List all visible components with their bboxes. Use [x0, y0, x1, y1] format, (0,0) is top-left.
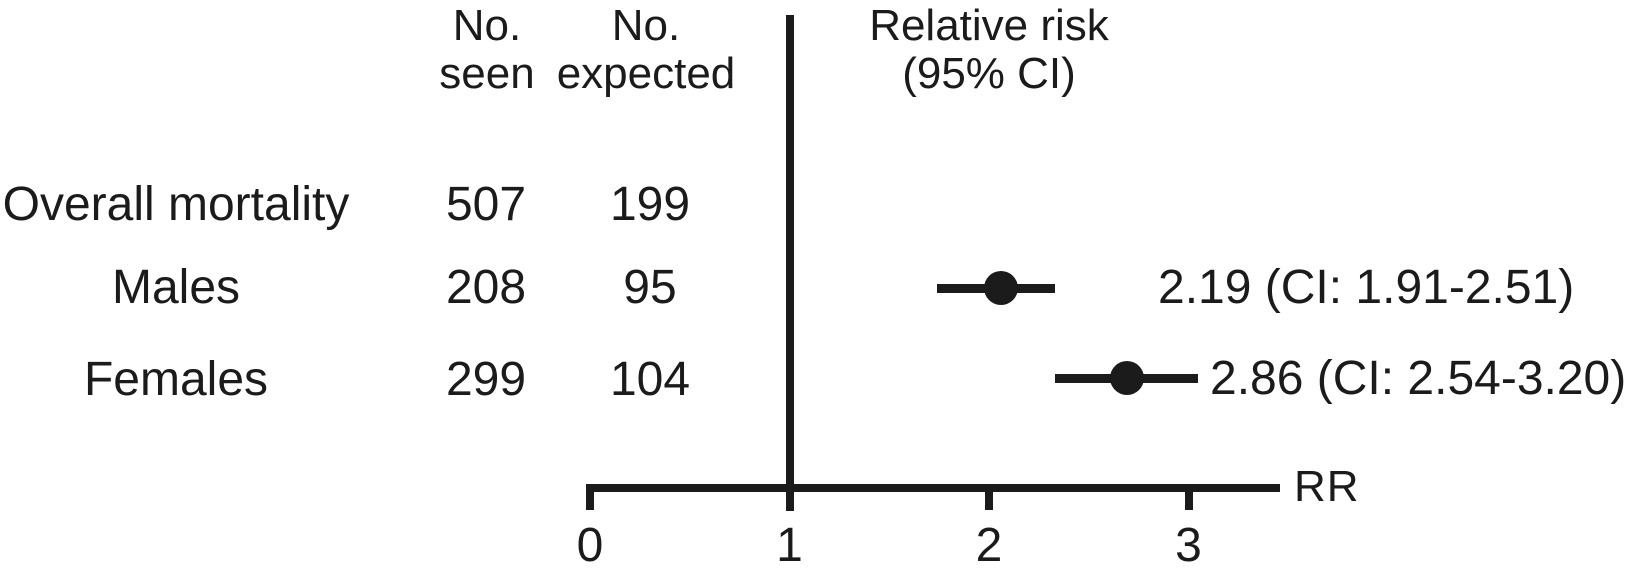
column-header-no-expected: No. expected — [546, 2, 746, 98]
x-axis-tick — [985, 484, 993, 510]
column-header-line: seen — [439, 49, 535, 98]
column-header-line: No. — [452, 1, 522, 50]
row-females-no-expected: 104 — [609, 353, 691, 406]
column-header-no-seen: No. seen — [387, 2, 587, 98]
x-axis-tick — [1184, 484, 1193, 510]
column-header-line: expected — [556, 49, 736, 98]
x-axis-tick — [785, 484, 794, 510]
x-axis-tick-label: 3 — [1175, 519, 1202, 572]
column-header-relative-risk: Relative risk (95% CI) — [819, 2, 1159, 98]
row-label-females: Females — [83, 353, 269, 406]
x-axis-tick-label: 2 — [975, 519, 1003, 572]
row-overall-no-expected: 199 — [609, 178, 691, 231]
x-axis-tick-label: 0 — [576, 519, 604, 572]
x-axis — [590, 484, 1280, 492]
row-males-no-seen: 208 — [445, 261, 527, 314]
rr-value-females: 2.86 (CI: 2.54-3.20) — [1210, 352, 1627, 405]
point-estimate-females — [1109, 361, 1144, 395]
row-females-no-seen: 299 — [445, 353, 527, 406]
x-axis-label-rr: RR — [1294, 462, 1360, 511]
row-overall-no-seen: 507 — [445, 178, 527, 231]
rr-value-males: 2.19 (CI: 1.91-2.51) — [1158, 261, 1575, 314]
row-males-no-expected: 95 — [623, 261, 677, 314]
row-label-overall-mortality: Overall mortality — [2, 178, 350, 231]
x-axis-tick — [586, 484, 594, 510]
point-estimate-males — [983, 271, 1018, 305]
row-label-males: Males — [111, 261, 241, 314]
column-header-line: Relative risk — [869, 1, 1109, 50]
column-header-line: No. — [611, 1, 681, 50]
reference-line-rr-1 — [785, 15, 794, 511]
x-axis-tick-label: 1 — [776, 519, 803, 572]
column-header-line: (95% CI) — [902, 49, 1076, 98]
